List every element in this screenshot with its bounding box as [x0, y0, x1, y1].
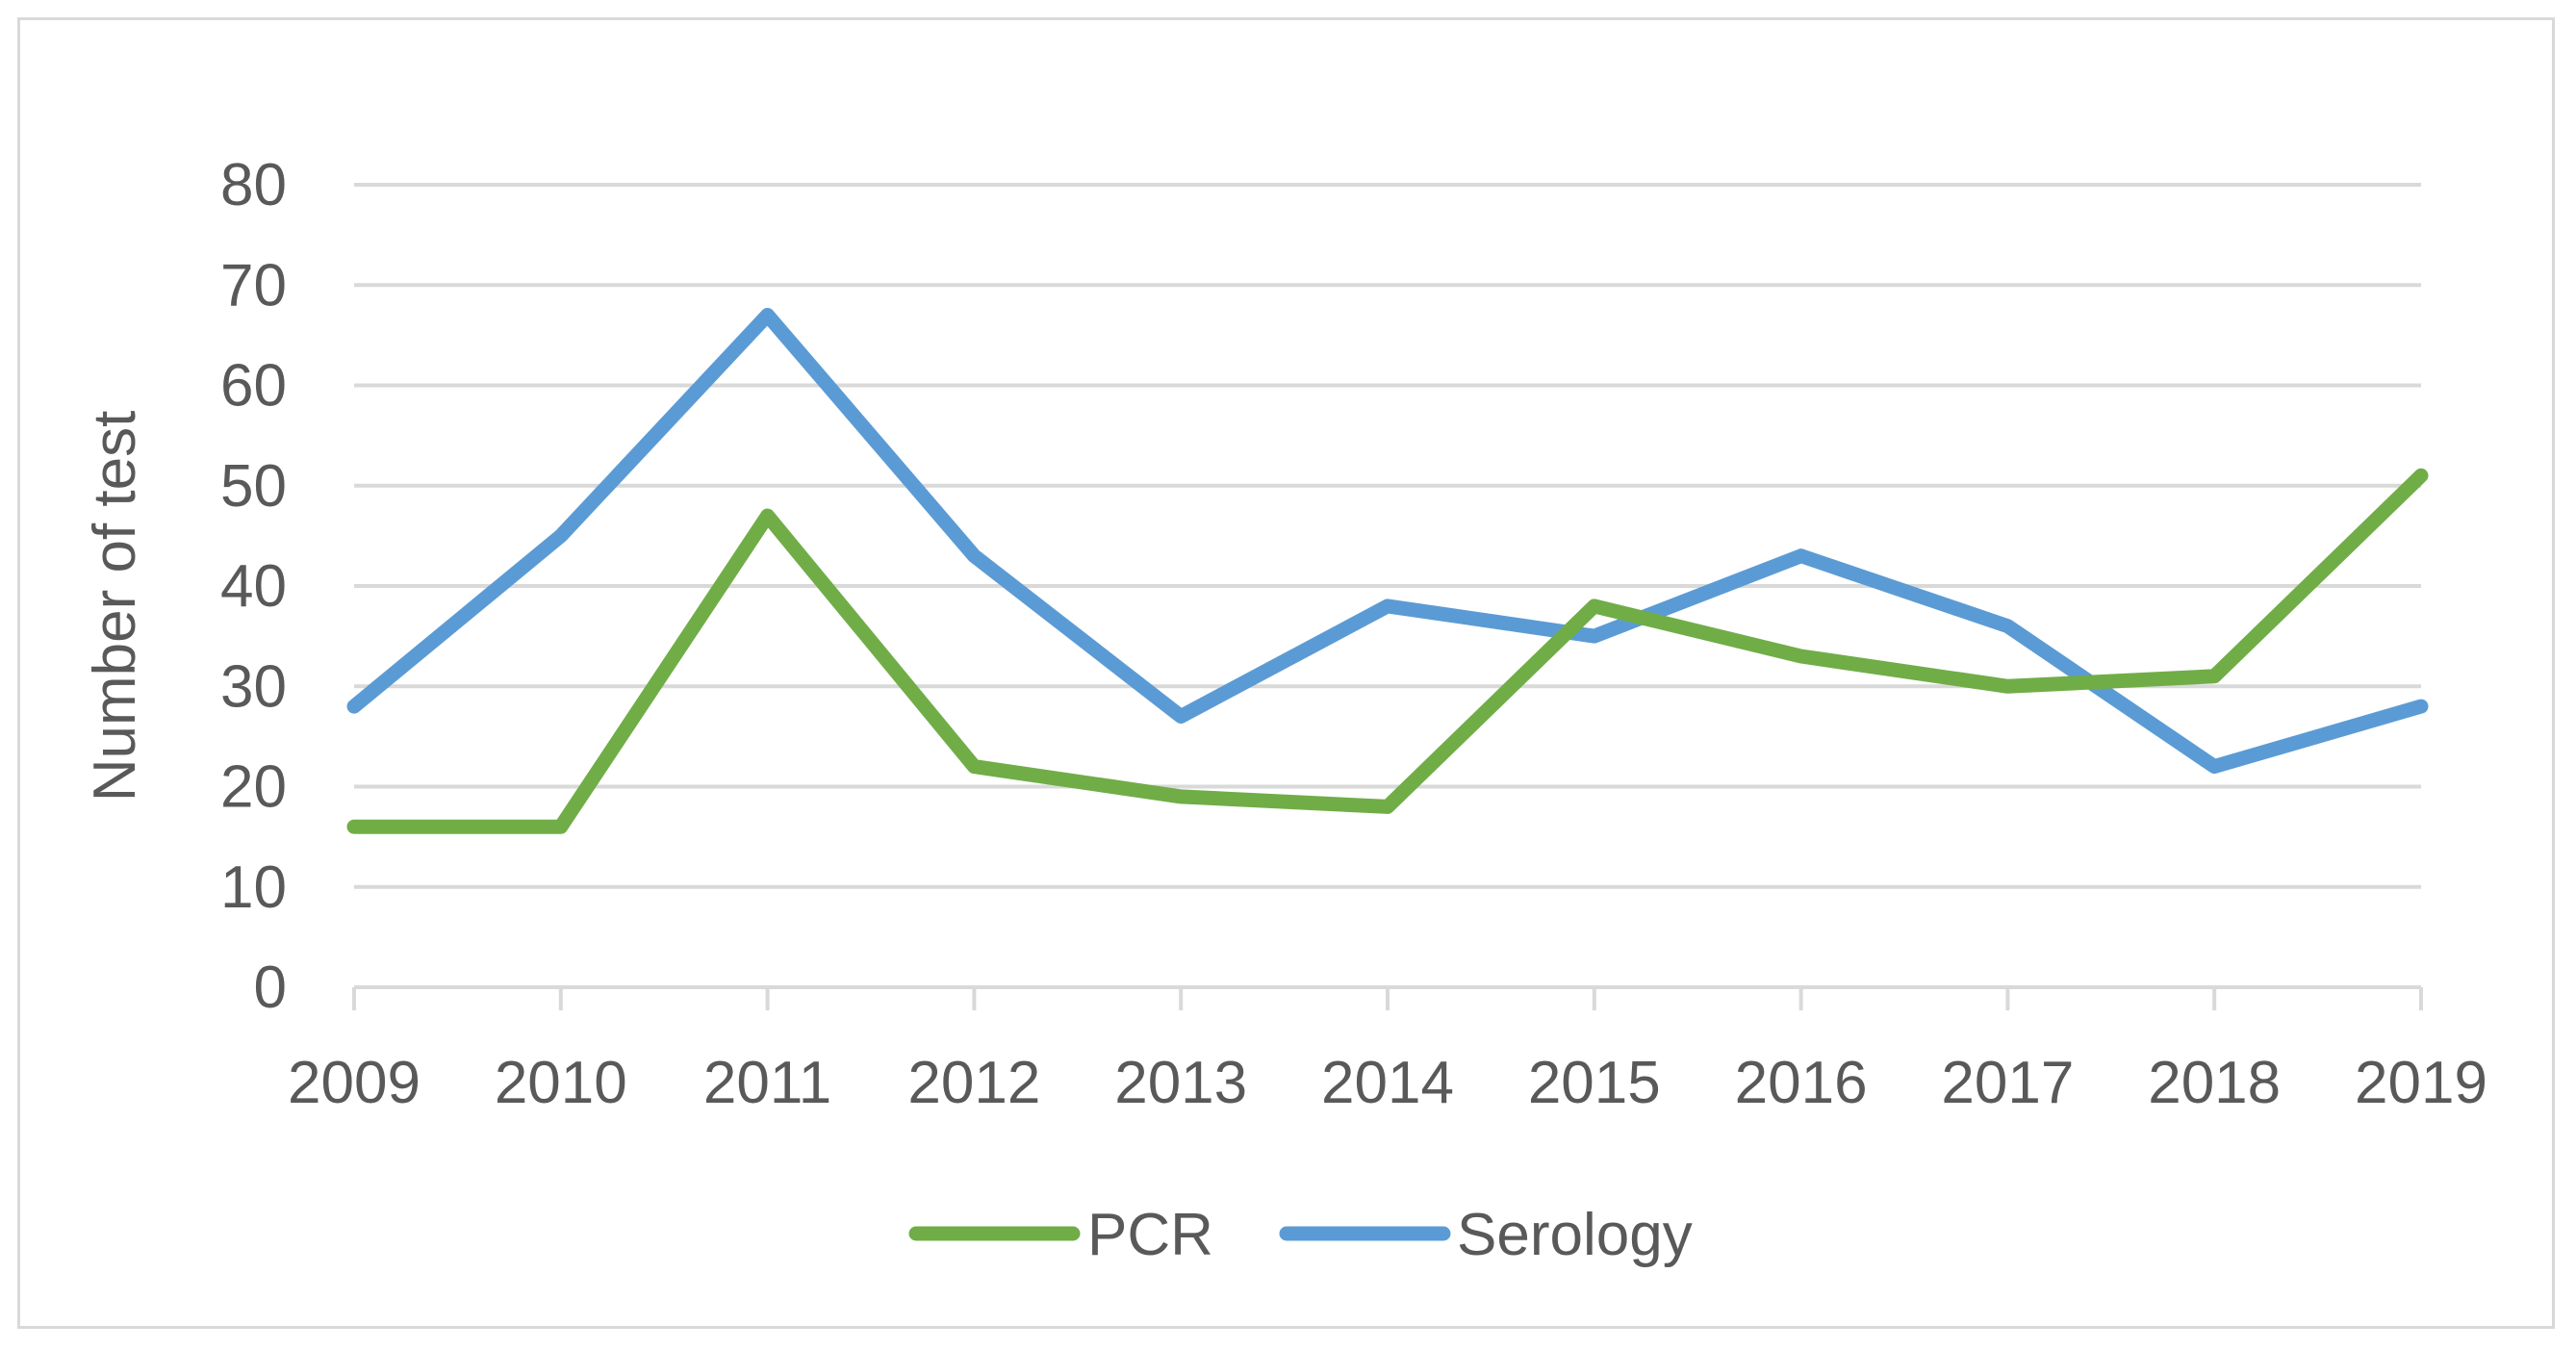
series-lines — [346, 308, 2429, 834]
x-tick-label: 2010 — [495, 1050, 627, 1116]
y-axis-title: Number of test — [82, 411, 148, 802]
gridlines — [354, 183, 2421, 889]
y-axis-tick-labels: 0 10 20 30 40 50 60 70 80 — [220, 152, 287, 1021]
x-tick-label: 2009 — [288, 1050, 421, 1116]
y-tick-label: 40 — [220, 553, 287, 620]
y-tick-label: 60 — [220, 353, 287, 420]
series-line-pcr — [346, 468, 2429, 834]
x-tick-label: 2011 — [703, 1050, 831, 1116]
x-axis — [352, 985, 2423, 1010]
legend-label-pcr: PCR — [1087, 1202, 1213, 1268]
x-tick-label: 2015 — [1528, 1050, 1661, 1116]
x-tick-label: 2016 — [1735, 1050, 1868, 1116]
x-tick-label: 2018 — [2148, 1050, 2281, 1116]
y-tick-label: 70 — [220, 252, 287, 318]
series-line-serology — [346, 308, 2429, 775]
y-tick-label: 20 — [220, 754, 287, 821]
x-tick-label: 2017 — [1941, 1050, 2074, 1116]
y-tick-label: 50 — [220, 453, 287, 520]
legend-label-serology: Serology — [1457, 1202, 1693, 1268]
y-tick-label: 30 — [220, 653, 287, 720]
x-tick-label: 2014 — [1321, 1050, 1454, 1116]
x-tick-label: 2013 — [1114, 1050, 1247, 1116]
y-tick-label: 80 — [220, 152, 287, 218]
y-tick-label: 10 — [220, 854, 287, 921]
legend: PCR Serology — [908, 1202, 1693, 1268]
x-axis-tick-labels: 2009 2010 2011 2012 2013 2014 2015 2016 2017 2018… — [288, 1050, 2487, 1116]
y-tick-label: 0 — [254, 955, 287, 1021]
x-tick-label: 2012 — [907, 1050, 1040, 1116]
x-tick-label: 2019 — [2355, 1050, 2487, 1116]
